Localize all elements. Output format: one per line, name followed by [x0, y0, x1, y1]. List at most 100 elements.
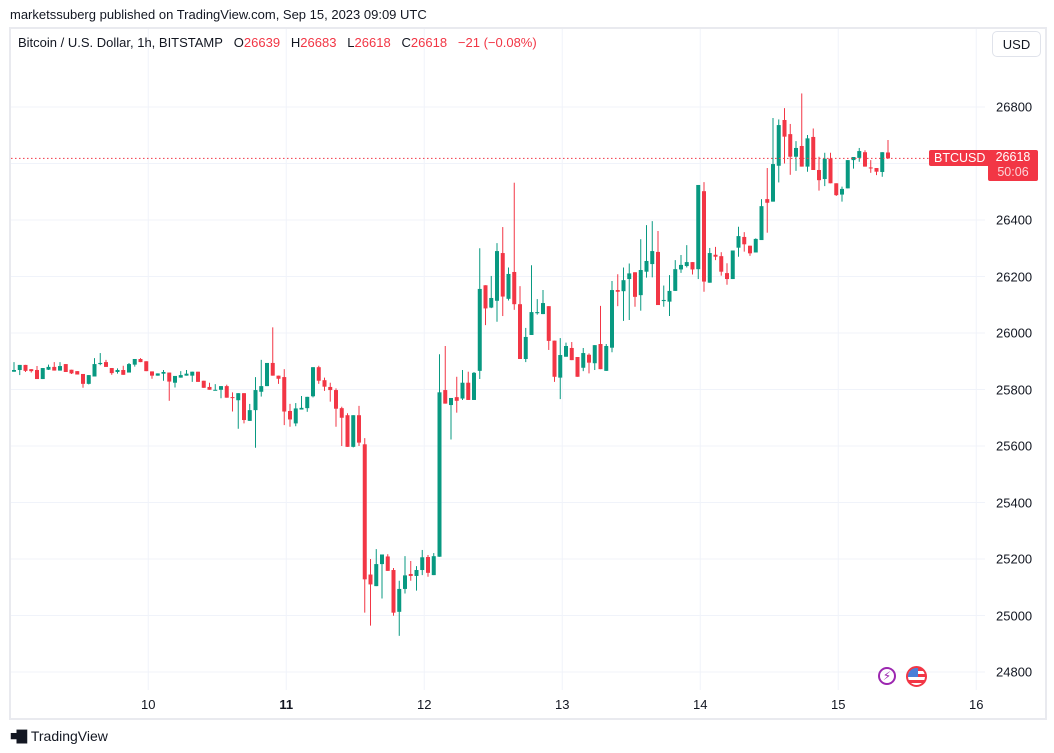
price-tick-label: 25800	[996, 382, 1033, 397]
candle	[63, 364, 68, 372]
candle	[40, 368, 45, 380]
candle	[489, 275, 494, 309]
candles	[12, 93, 890, 636]
candle	[690, 262, 695, 275]
candle	[564, 342, 568, 357]
candle-body	[535, 312, 540, 314]
candle	[29, 369, 34, 373]
candle	[17, 364, 22, 376]
candle	[679, 255, 683, 273]
candle	[23, 364, 28, 372]
candle-body	[529, 312, 534, 335]
candle	[86, 375, 91, 385]
candle-body	[696, 184, 701, 270]
candle	[805, 134, 810, 172]
candle	[518, 286, 522, 359]
candle-body	[552, 340, 557, 377]
candle	[305, 396, 310, 412]
price-tick-label: 26000	[996, 325, 1033, 341]
candle-body	[799, 145, 804, 167]
candle-body	[748, 245, 752, 254]
candle	[702, 182, 706, 292]
candle	[98, 353, 103, 366]
candle-body	[121, 370, 126, 375]
candle	[472, 371, 476, 400]
candle-body	[656, 251, 660, 306]
candle	[817, 156, 821, 191]
candle-body	[17, 364, 22, 371]
currency-button[interactable]: USD	[992, 31, 1041, 57]
high-label: H	[290, 35, 301, 50]
candle	[184, 370, 189, 376]
candle-body	[834, 183, 839, 196]
candle-body	[604, 345, 609, 371]
candle-body	[184, 373, 189, 376]
candle-body	[104, 362, 108, 367]
candle-body	[144, 361, 149, 372]
candle	[495, 243, 499, 322]
candle-body	[472, 372, 476, 400]
candle-body	[403, 575, 407, 589]
candle-body	[644, 260, 649, 272]
candle-body	[408, 573, 413, 576]
candle-body	[621, 280, 626, 292]
candle	[477, 248, 482, 380]
candle	[207, 382, 212, 390]
candle	[656, 231, 660, 306]
candle	[552, 340, 557, 382]
candle	[725, 263, 729, 285]
candle-body	[161, 371, 166, 374]
candle-body	[822, 158, 827, 180]
candle-body	[753, 238, 758, 253]
candle-body	[782, 119, 787, 137]
candle	[35, 366, 39, 380]
candle	[575, 357, 580, 377]
candle	[213, 384, 218, 391]
candle-body	[305, 396, 310, 409]
candle	[644, 225, 649, 278]
candle-body	[201, 380, 206, 388]
candle	[863, 150, 867, 167]
candle	[247, 403, 252, 421]
candle-body	[707, 253, 712, 283]
us-flag-icon[interactable]	[906, 666, 927, 687]
tradingview-logo-icon: ■▇	[10, 728, 27, 743]
candle-body	[506, 273, 511, 299]
candle	[782, 108, 787, 164]
candle-body	[420, 557, 425, 571]
candle	[115, 368, 120, 374]
candle	[500, 227, 505, 317]
lightning-icon[interactable]: ⚡︎	[878, 667, 896, 685]
candle-body	[730, 250, 735, 280]
candle	[259, 359, 264, 397]
candle	[293, 403, 298, 427]
candle-body	[247, 410, 252, 421]
candle-body	[69, 369, 74, 374]
candle	[132, 358, 137, 367]
candle-body	[351, 415, 356, 447]
candle-body	[690, 262, 695, 270]
candle-body	[575, 357, 580, 377]
candle-body	[150, 371, 154, 376]
price-tick-label: 25400	[996, 495, 1033, 510]
time-tick-label: 11	[279, 697, 294, 712]
candle	[684, 245, 689, 268]
candle	[874, 168, 879, 176]
candle-body	[242, 393, 246, 421]
candle-body	[426, 557, 430, 573]
candle	[880, 152, 885, 177]
change-value: −21 (−0.08%)	[457, 35, 537, 50]
candle-body	[713, 254, 718, 257]
candle	[316, 365, 321, 384]
candle	[840, 186, 844, 202]
candle	[730, 250, 735, 280]
candle	[311, 367, 315, 398]
candle	[437, 354, 442, 557]
candle	[828, 152, 833, 184]
candle-body	[224, 386, 229, 398]
candle	[362, 438, 367, 613]
candle-body	[874, 168, 879, 172]
candle-body	[610, 290, 614, 348]
candle-body	[334, 390, 338, 409]
